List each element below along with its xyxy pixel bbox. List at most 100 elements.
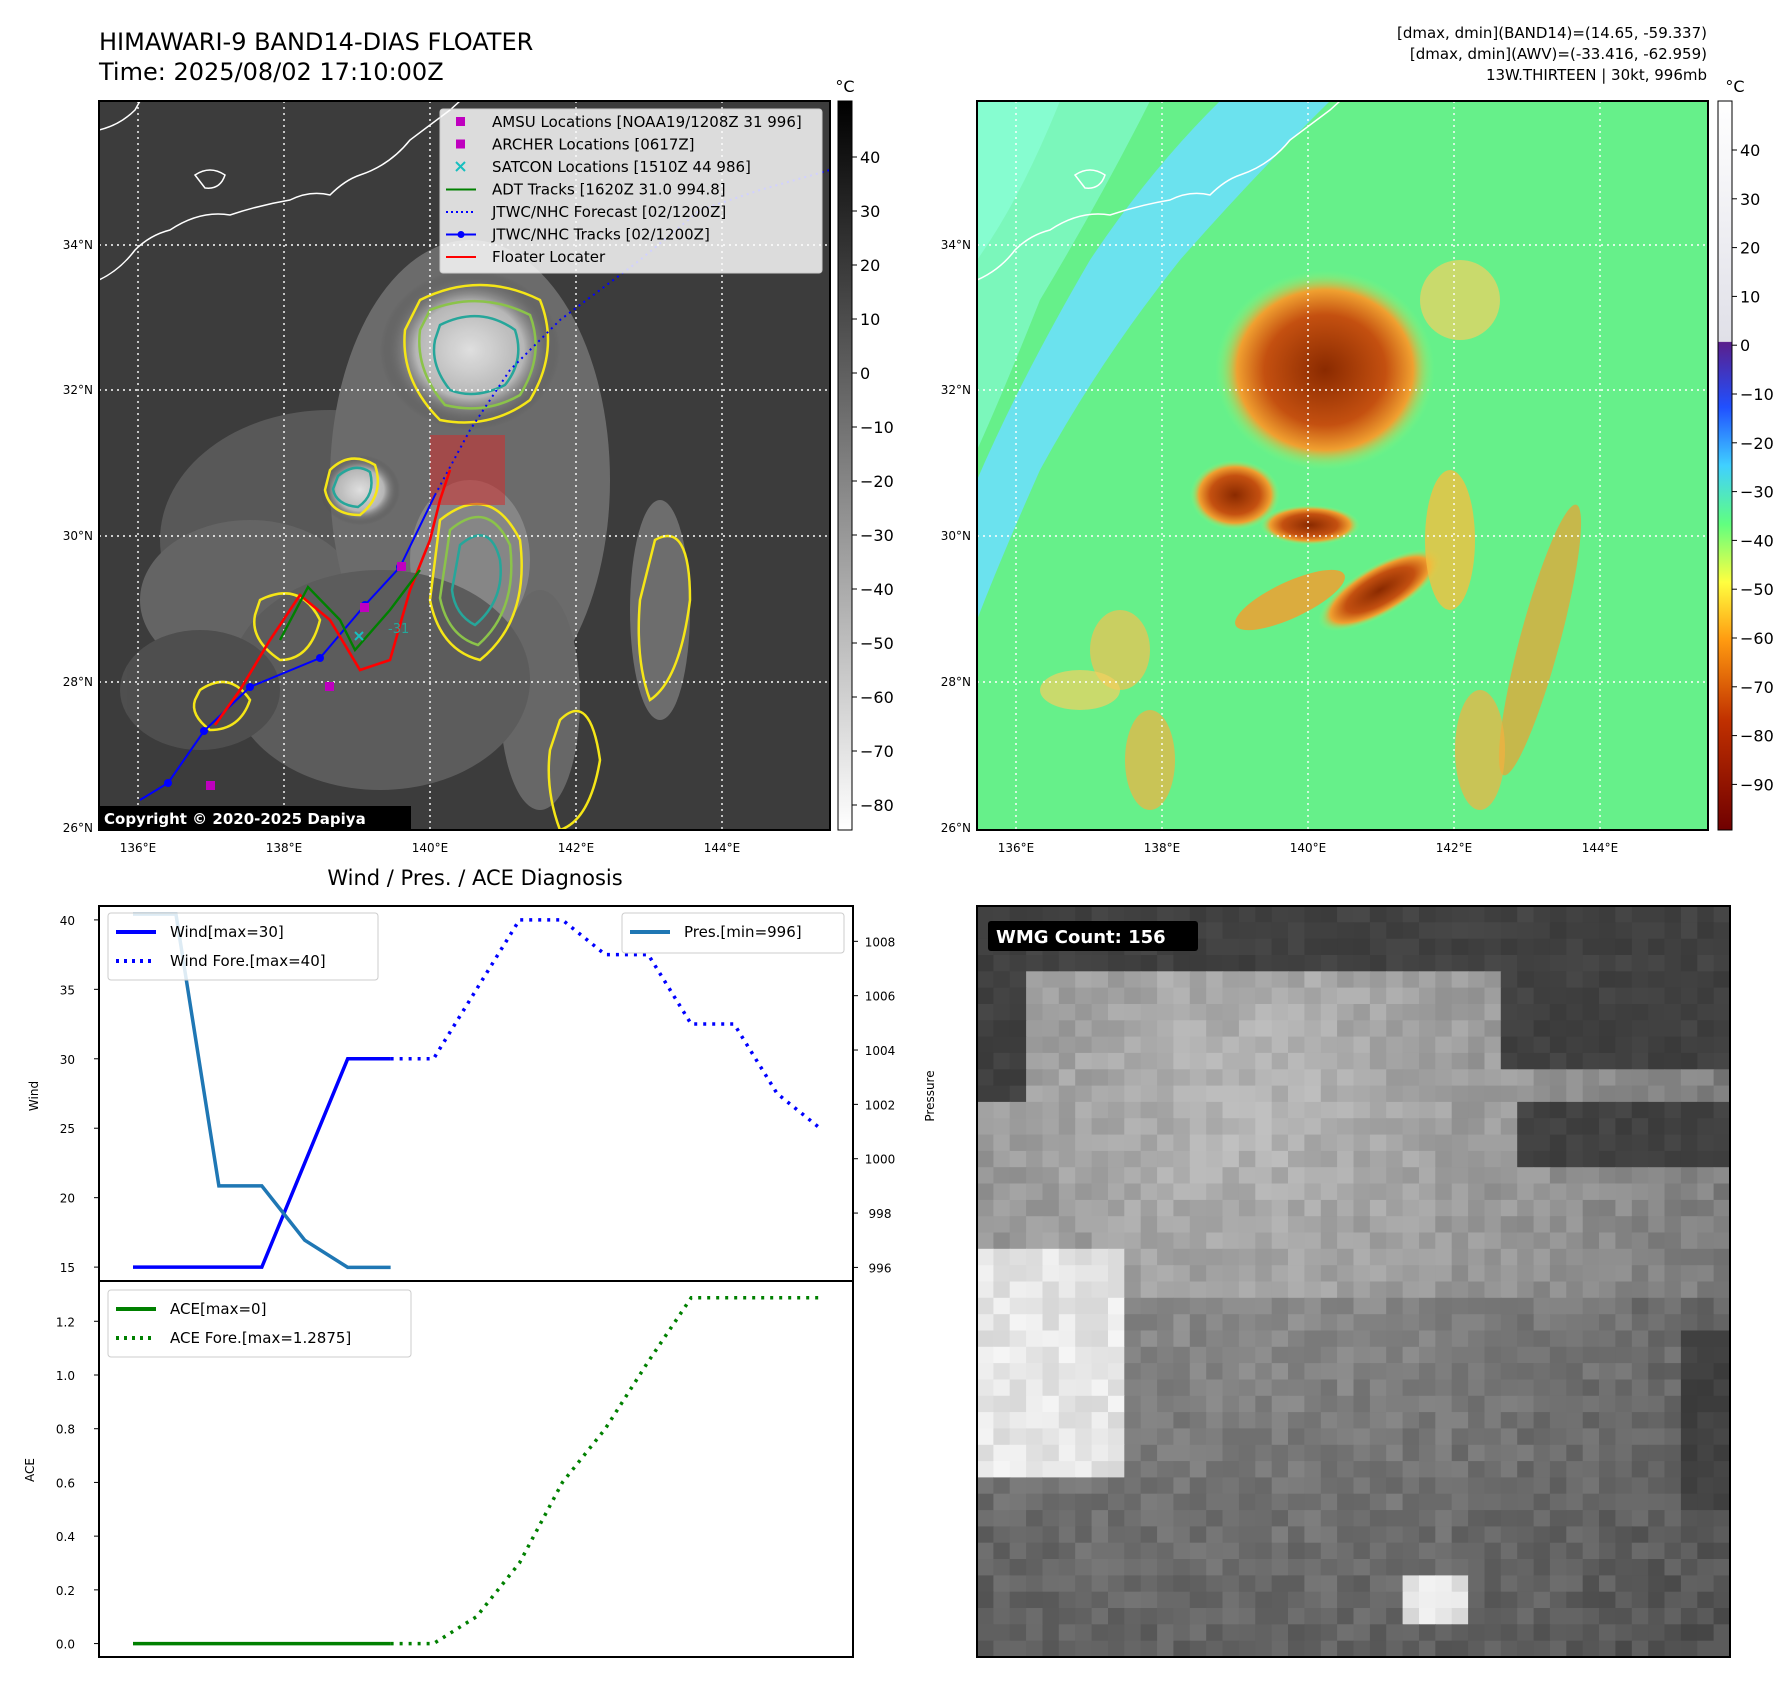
gray-colorbar: °C 40 30 20 10 0 −10 −20 −30 −40 −50 −60 −70 −80 xyxy=(835,77,894,831)
awv-colorbar-tick: −50 xyxy=(1740,580,1774,599)
copyright-text: Copyright © 2020-2025 Dapiya xyxy=(104,810,366,828)
info-band14: [dmax, dmin](BAND14)=(14.65, -59.337) xyxy=(1397,24,1707,42)
pressure-axis-label: Pressure xyxy=(923,1070,937,1121)
gray-colorbar-tick: −70 xyxy=(860,742,894,761)
ir-lat-tick: 32°N xyxy=(63,383,93,397)
awv-colorbar-tick: −60 xyxy=(1740,629,1774,648)
wind-legend: Wind[max=30] Wind Fore.[max=40] xyxy=(107,912,379,981)
awv-lon-tick: 138°E xyxy=(1144,841,1181,855)
awv-lon-ticks: 136°E 138°E 140°E 142°E 144°E xyxy=(998,841,1619,855)
ir-lon-ticks: 136°E 138°E 140°E 142°E 144°E xyxy=(120,841,741,855)
legend-label: ARCHER Locations [0617Z] xyxy=(492,136,695,154)
awv-lon-tick: 136°E xyxy=(998,841,1035,855)
gray-colorbar-tick: −80 xyxy=(860,796,894,815)
wind-pres-chart: Wind Pressure 40 35 30 25 20 15 1008 1006 1004 1… xyxy=(27,905,937,1282)
legend-label: Floater Locater xyxy=(492,248,606,266)
ir-lat-tick: 30°N xyxy=(63,529,93,543)
copyright-badge: Copyright © 2020-2025 Dapiya xyxy=(99,806,411,830)
wind-y-tick: 40 xyxy=(60,914,75,928)
ace-y-tick: 0.6 xyxy=(56,1476,75,1490)
adt-track xyxy=(278,569,421,653)
awv-cloud-field xyxy=(1040,260,1582,810)
wmg-panel: WMG Count: 156 xyxy=(976,905,1731,1658)
archer-locations xyxy=(206,562,406,790)
ir-map-frame xyxy=(98,100,831,831)
ace-y-tick: 1.0 xyxy=(56,1369,75,1383)
wind-y-tick: 20 xyxy=(60,1192,75,1206)
ace-y-tick: 1.2 xyxy=(56,1315,75,1329)
ir-lat-ticks: 34°N 32°N 30°N 28°N 26°N xyxy=(63,238,93,835)
jtwc-forecast-track xyxy=(434,169,830,496)
ir-lat-tick: 26°N xyxy=(63,821,93,835)
gray-colorbar-tick: 20 xyxy=(860,256,880,275)
ace-fore-legend-label: ACE Fore.[max=1.2875] xyxy=(170,1329,351,1347)
ace-legend-label: ACE[max=0] xyxy=(170,1300,266,1318)
ace-y-tick: 0.4 xyxy=(56,1530,75,1544)
awv-map-frame xyxy=(976,100,1709,831)
ir-lon-tick: 138°E xyxy=(266,841,303,855)
ir-map-legend: AMSU Locations [NOAA19/1208Z 31 996] ARCH… xyxy=(439,108,823,274)
awv-colorbar-tick: −40 xyxy=(1740,531,1774,550)
awv-colorbar-tick: 10 xyxy=(1740,287,1760,306)
ir-lat-tick: 28°N xyxy=(63,675,93,689)
ace-chart: ACE 1.2 1.0 0.8 0.6 0.4 0.2 0.0 ACE[max=0] ACE… xyxy=(23,1280,854,1658)
floater-locater-track xyxy=(213,469,452,726)
satcon-locations xyxy=(354,631,364,641)
info-storm: 13W.THIRTEEN | 30kt, 996mb xyxy=(1486,66,1707,84)
ace-y-tick: 0.2 xyxy=(56,1584,75,1598)
ir-lon-tick: 144°E xyxy=(704,841,741,855)
ace-axis-label: ACE xyxy=(23,1458,37,1482)
jtwc-track xyxy=(139,494,436,801)
awv-colorbar-tick: −70 xyxy=(1740,678,1774,697)
awv-grid xyxy=(977,101,1708,830)
info-awv: [dmax, dmin](AWV)=(-33.416, -62.959) xyxy=(1410,45,1707,63)
awv-colorbar-tick: 40 xyxy=(1740,141,1760,160)
ace-y-tick: 0.8 xyxy=(56,1423,75,1437)
wind-y-tick: 15 xyxy=(60,1261,75,1275)
awv-colorbar-tick: −80 xyxy=(1740,727,1774,746)
ace-legend: ACE[max=0] ACE Fore.[max=1.2875] xyxy=(107,1289,412,1358)
legend-label: SATCON Locations [1510Z 44 986] xyxy=(492,158,751,176)
awv-lon-tick: 144°E xyxy=(1582,841,1619,855)
awv-colorbar-tick: −90 xyxy=(1740,775,1774,794)
awv-colorbar: °C 40 30 20 10 0 −10 −20 −30 −40 −50 −60 −70 −80 −90 xyxy=(1717,77,1774,831)
legend-label: JTWC/NHC Tracks [02/1200Z] xyxy=(491,226,710,244)
pressure-y-tick: 996 xyxy=(869,1261,892,1275)
legend-swatch xyxy=(455,161,466,172)
pressure-y-tick: 1006 xyxy=(865,990,896,1004)
awv-colorbar-tick: 20 xyxy=(1740,239,1760,258)
awv-map-panel xyxy=(977,101,1708,830)
gray-colorbar-tick: −20 xyxy=(860,472,894,491)
awv-lat-tick: 32°N xyxy=(941,383,971,397)
legend-label: ADT Tracks [1620Z 31.0 994.8] xyxy=(492,181,726,199)
awv-colorbar-tick: −30 xyxy=(1740,483,1774,502)
wind-y-tick: 30 xyxy=(60,1053,75,1067)
pressure-y-tick: 1000 xyxy=(865,1153,896,1167)
pressure-y-tick: 1008 xyxy=(865,935,896,949)
figure-time: Time: 2025/08/02 17:10:00Z xyxy=(98,58,444,86)
gray-colorbar-tick: 10 xyxy=(860,310,880,329)
awv-lon-tick: 140°E xyxy=(1290,841,1327,855)
awv-colorbar-tick: −10 xyxy=(1740,385,1774,404)
ir-coastline xyxy=(99,101,461,281)
pressure-y-tick: 1004 xyxy=(865,1044,896,1058)
wind-y-tick: 25 xyxy=(60,1122,75,1136)
awv-lat-tick: 34°N xyxy=(941,238,971,252)
legend-label: AMSU Locations [NOAA19/1208Z 31 996] xyxy=(492,113,802,131)
wmg-count-badge xyxy=(988,921,1198,951)
awv-lon-tick: 142°E xyxy=(1436,841,1473,855)
pressure-y-tick: 1002 xyxy=(865,1098,896,1112)
awv-colorbar-unit: °C xyxy=(1725,77,1744,96)
ir-lon-tick: 136°E xyxy=(120,841,157,855)
awv-coastline xyxy=(977,101,1341,281)
pres-legend: Pres.[min=996] xyxy=(621,912,845,954)
pres-legend-label: Pres.[min=996] xyxy=(684,923,802,941)
awv-lat-tick: 30°N xyxy=(941,529,971,543)
wmg-count-label: WMG Count: 156 xyxy=(996,927,1166,948)
gray-colorbar-tick: 30 xyxy=(860,202,880,221)
awv-colorbar-tick: 0 xyxy=(1740,336,1750,355)
pressure-y-tick: 998 xyxy=(869,1207,892,1221)
ir-lat-tick: 34°N xyxy=(63,238,93,252)
gray-colorbar-tick: −60 xyxy=(860,688,894,707)
